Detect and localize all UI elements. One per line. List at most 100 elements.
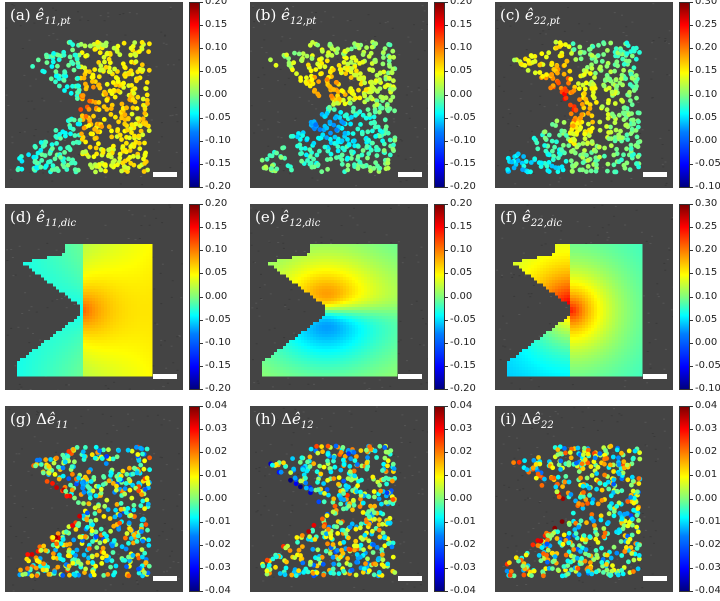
field-cell — [68, 256, 72, 260]
field-cell — [143, 298, 147, 302]
field-cell — [146, 340, 150, 344]
texture-speck — [618, 149, 621, 151]
field-cell — [376, 268, 380, 272]
field-cell — [388, 289, 392, 293]
field-cell — [316, 271, 320, 275]
texture-speck — [317, 212, 320, 214]
field-cell — [137, 313, 141, 317]
tracked-point — [307, 83, 313, 89]
field-cell — [346, 259, 350, 263]
texture-speck — [109, 41, 112, 43]
texture-speck — [258, 315, 261, 317]
tracked-point — [127, 135, 132, 141]
tracked-point — [568, 158, 574, 164]
field-cell — [328, 274, 332, 278]
field-cell — [107, 361, 111, 365]
tracked-point — [313, 122, 319, 128]
field-cell — [349, 280, 353, 284]
tracked-point — [563, 95, 569, 101]
field-cell — [364, 328, 368, 332]
field-cell — [337, 307, 341, 311]
field-cell — [391, 283, 395, 287]
texture-speck — [127, 238, 130, 239]
field-cell — [382, 265, 386, 269]
field-cell — [119, 316, 123, 320]
texture-speck — [181, 263, 183, 265]
field-cell — [113, 250, 117, 254]
tracked-point — [292, 50, 297, 56]
field-cell — [89, 328, 93, 332]
tracked-point — [284, 52, 289, 58]
texture-speck — [19, 132, 21, 133]
field-cell — [38, 268, 42, 272]
field-cell — [44, 277, 48, 281]
field-cell — [95, 274, 99, 278]
field-cell — [80, 361, 84, 365]
tracked-point — [624, 40, 630, 46]
field-cell — [331, 280, 335, 284]
field-cell — [149, 271, 153, 275]
field-cell — [376, 313, 380, 317]
texture-speck — [345, 154, 348, 156]
field-cell — [119, 334, 123, 338]
tracked-point — [576, 81, 581, 86]
field-cell — [373, 316, 377, 320]
field-cell — [92, 292, 96, 296]
field-cell — [394, 244, 398, 248]
field-cell — [325, 340, 329, 344]
texture-speck — [257, 382, 260, 384]
field-cell — [68, 361, 72, 365]
tracked-point — [588, 71, 593, 76]
field-cell — [107, 367, 111, 371]
texture-speck — [520, 90, 523, 92]
field-cell — [104, 322, 108, 326]
field-cell — [355, 307, 359, 311]
tracked-point — [387, 42, 393, 48]
field-cell — [113, 265, 117, 269]
field-cell — [316, 331, 320, 335]
tracked-point — [67, 54, 73, 60]
field-cell — [122, 292, 126, 296]
texture-speck — [169, 6, 172, 8]
tracked-point — [621, 162, 627, 168]
panel-b-plot — [250, 2, 428, 188]
field-cell — [340, 289, 344, 293]
field-cell — [89, 298, 93, 302]
tracked-point — [589, 53, 595, 58]
field-cell — [367, 307, 371, 311]
field-cell — [125, 289, 129, 293]
field-cell — [364, 265, 368, 269]
field-cell — [134, 271, 138, 275]
field-cell — [352, 295, 356, 299]
field-cell — [98, 325, 102, 329]
field-cell — [86, 328, 90, 332]
field-cell — [77, 361, 81, 365]
texture-speck — [16, 219, 19, 221]
tracked-point — [590, 81, 596, 87]
tracked-point — [142, 152, 148, 158]
texture-speck — [630, 178, 633, 179]
tracked-point — [117, 155, 123, 161]
field-cell — [143, 256, 147, 260]
texture-speck — [128, 388, 131, 390]
field-cell — [322, 301, 326, 305]
field-cell — [137, 349, 141, 353]
field-cell — [337, 319, 341, 323]
field-cell — [98, 277, 102, 281]
tracked-point — [119, 101, 125, 107]
texture-speck — [52, 33, 55, 35]
texture-speck — [104, 385, 107, 387]
field-cell — [394, 310, 398, 314]
field-cell — [50, 265, 54, 269]
field-cell — [391, 304, 395, 308]
texture-speck — [567, 118, 570, 120]
tracked-point — [324, 111, 330, 116]
field-cell — [125, 280, 129, 284]
field-cell — [65, 370, 69, 374]
field-cell — [59, 373, 63, 377]
field-cell — [143, 334, 147, 338]
field-cell — [319, 268, 323, 272]
field-cell — [149, 283, 153, 287]
field-cell — [125, 334, 129, 338]
tracked-point — [637, 50, 642, 55]
